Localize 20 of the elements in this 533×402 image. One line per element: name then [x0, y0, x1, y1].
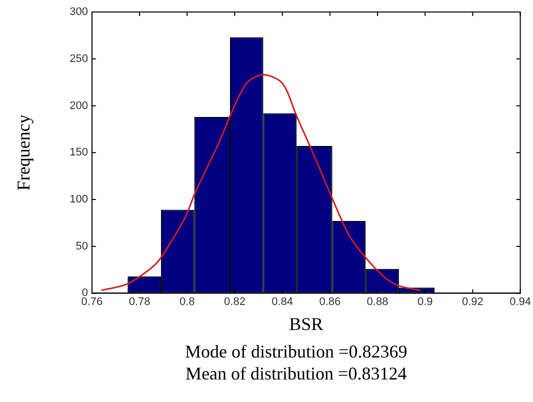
x-tick-label: 0.92 [462, 296, 484, 308]
x-tick-label: 0.94 [510, 296, 532, 308]
x-tick-label: 0.76 [81, 296, 103, 308]
y-tick-label: 200 [70, 100, 88, 112]
x-tick-label: 0.86 [319, 296, 341, 308]
y-tick-label: 150 [70, 146, 88, 159]
x-tick-label: 0.78 [128, 296, 150, 308]
x-tick-label: 0.82 [224, 296, 246, 308]
y-tick-label: 100 [70, 194, 88, 206]
y-axis-title: Frequency [14, 114, 34, 191]
y-tick-label: 50 [76, 240, 88, 252]
text: Mode of distribution =0.82369 [185, 342, 408, 362]
y-tick-label: 300 [70, 6, 88, 18]
x-tick-label: 0.8 [179, 296, 195, 308]
x-axis-title: BSR [289, 314, 324, 334]
x-tick-label: 0.9 [417, 296, 433, 308]
text: Mean of distribution =0.83124 [186, 364, 407, 384]
x-tick-label: 0.84 [272, 296, 294, 308]
y-tick-label: 250 [70, 52, 88, 65]
x-tick-label: 0.88 [366, 296, 388, 308]
